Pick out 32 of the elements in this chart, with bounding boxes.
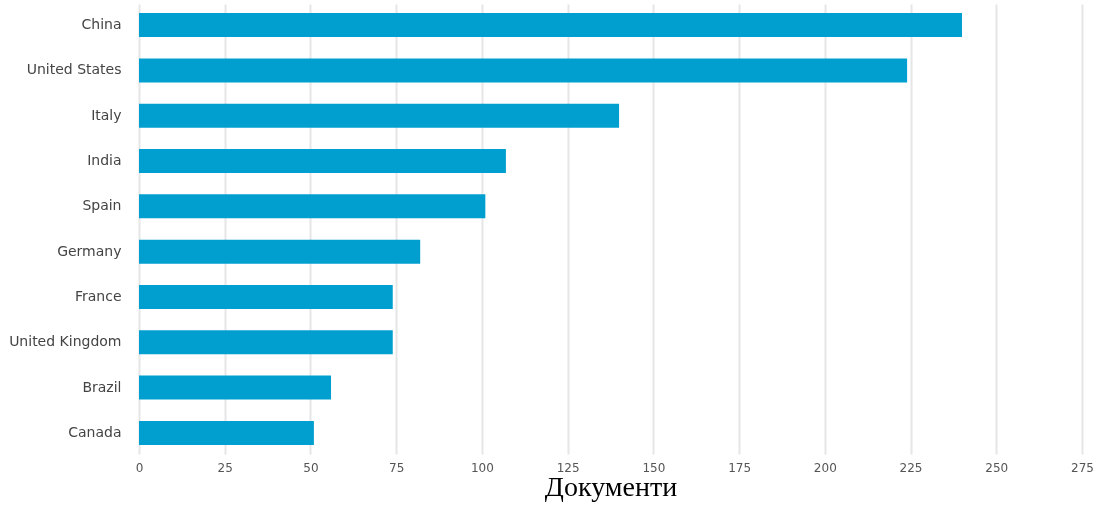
x-tick-label: 100: [470, 460, 494, 475]
x-tick-label: 275: [1071, 460, 1094, 475]
y-tick-label: India: [87, 152, 122, 169]
x-tick-label: 175: [728, 460, 752, 475]
x-tick-label: 250: [985, 460, 1009, 475]
y-tick-label: Italy: [91, 106, 122, 123]
x-tick-label: 200: [813, 460, 837, 475]
y-tick-label: United States: [26, 61, 122, 78]
x-tick-label: 75: [389, 460, 405, 475]
x-tick-label: 0: [135, 460, 144, 475]
x-tick-label: 50: [303, 460, 319, 475]
y-tick-label: China: [81, 16, 122, 33]
bar: [139, 330, 393, 355]
y-tick-label: United Kingdom: [9, 333, 122, 350]
bar: [139, 194, 486, 219]
bar: [139, 375, 332, 400]
x-tick-label: 125: [556, 460, 580, 475]
y-tick-label: Germany: [57, 242, 122, 259]
x-tick-label: 150: [642, 460, 666, 475]
bar: [139, 284, 393, 309]
y-tick-label: France: [74, 287, 122, 304]
y-tick-label: Canada: [68, 423, 122, 440]
x-tick-label: 225: [899, 460, 923, 475]
x-tick-label: 25: [217, 460, 233, 475]
bar: [139, 149, 506, 174]
bar: [139, 239, 421, 264]
bar: [139, 103, 620, 128]
bar: [139, 420, 314, 445]
bar: [139, 58, 908, 83]
bar: [139, 13, 962, 38]
y-tick-label: Spain: [82, 197, 122, 214]
y-tick-label: Brazil: [82, 378, 122, 395]
